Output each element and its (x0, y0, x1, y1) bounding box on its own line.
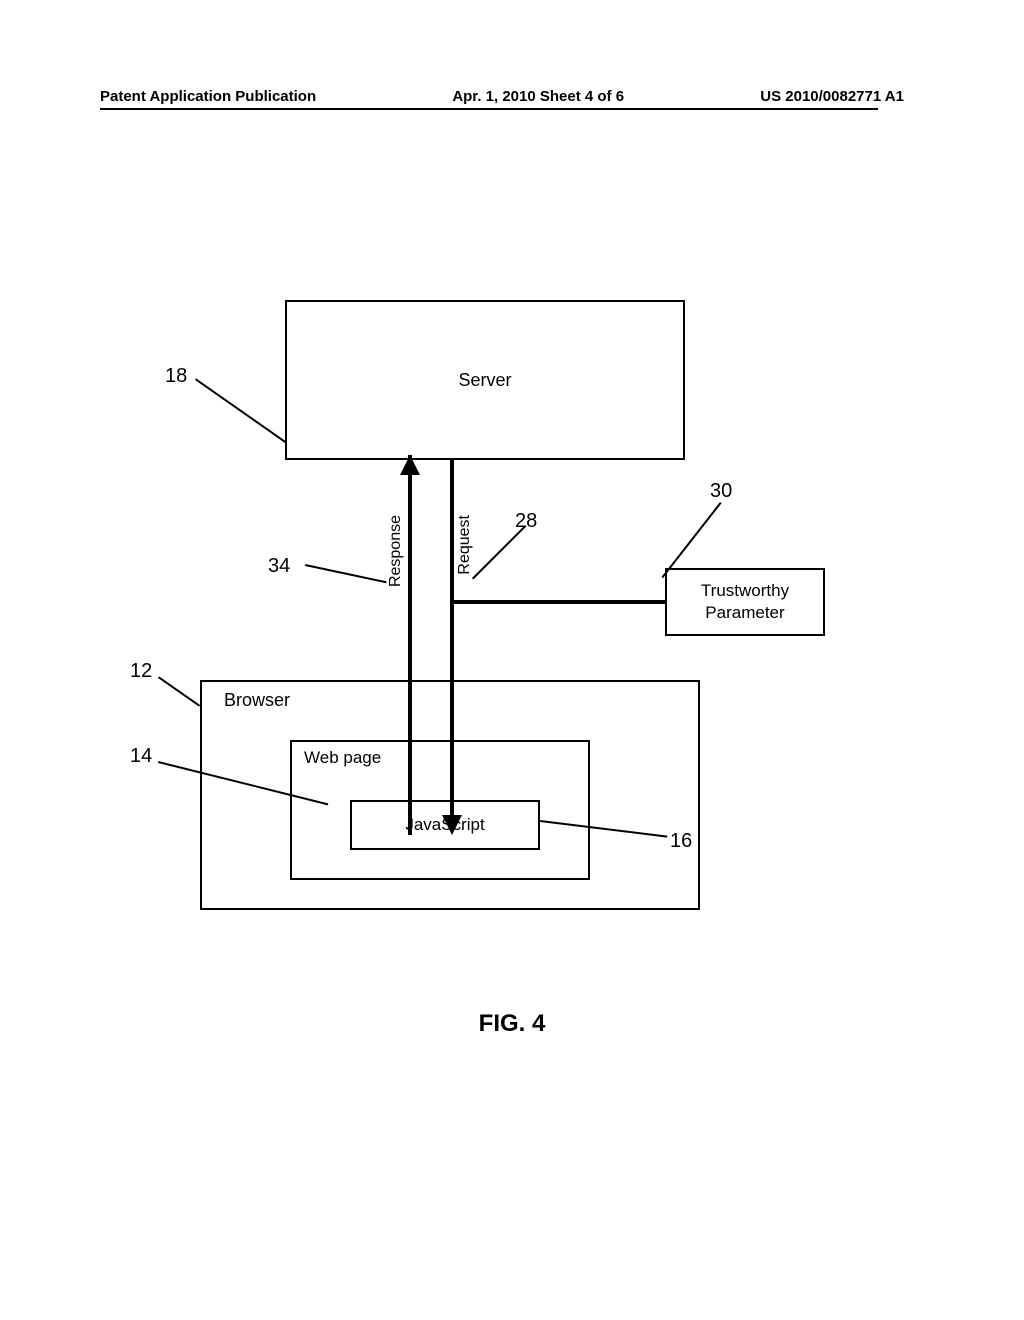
ref-34: 34 (268, 555, 290, 578)
header-center: Apr. 1, 2010 Sheet 4 of 6 (452, 88, 624, 105)
connector-to-trustworthy (450, 600, 667, 604)
ref-14: 14 (130, 745, 152, 768)
response-text: Response (387, 515, 405, 587)
trustworthy-label: Trustworthy Parameter (701, 580, 789, 624)
request-arrow-head (442, 815, 462, 835)
webpage-label: Web page (304, 748, 381, 768)
leader-34 (305, 564, 387, 583)
ref-28: 28 (515, 510, 537, 533)
header-right: US 2010/0082771 A1 (760, 88, 904, 105)
server-label: Server (458, 370, 511, 391)
ref-12: 12 (130, 660, 152, 683)
server-box: Server (285, 300, 685, 460)
ref-18: 18 (165, 365, 187, 388)
leader-30 (662, 502, 722, 578)
trustworthy-box: Trustworthy Parameter (665, 568, 825, 636)
page-header: Patent Application Publication Apr. 1, 2… (0, 88, 1024, 107)
browser-label: Browser (224, 690, 290, 711)
leader-28 (472, 525, 526, 579)
figure-caption: FIG. 4 (0, 1010, 1024, 1038)
leader-18 (195, 378, 286, 443)
request-arrow (450, 460, 454, 815)
figure-diagram: Server Browser Web page JavaScript Trust… (120, 300, 904, 1000)
leader-12 (158, 676, 200, 706)
header-underline (100, 108, 878, 110)
ref-30: 30 (710, 480, 732, 503)
response-arrow (408, 455, 412, 835)
header-left: Patent Application Publication (100, 88, 316, 105)
request-text: Request (456, 515, 474, 575)
ref-16: 16 (670, 830, 692, 853)
response-arrow-head (400, 455, 420, 475)
